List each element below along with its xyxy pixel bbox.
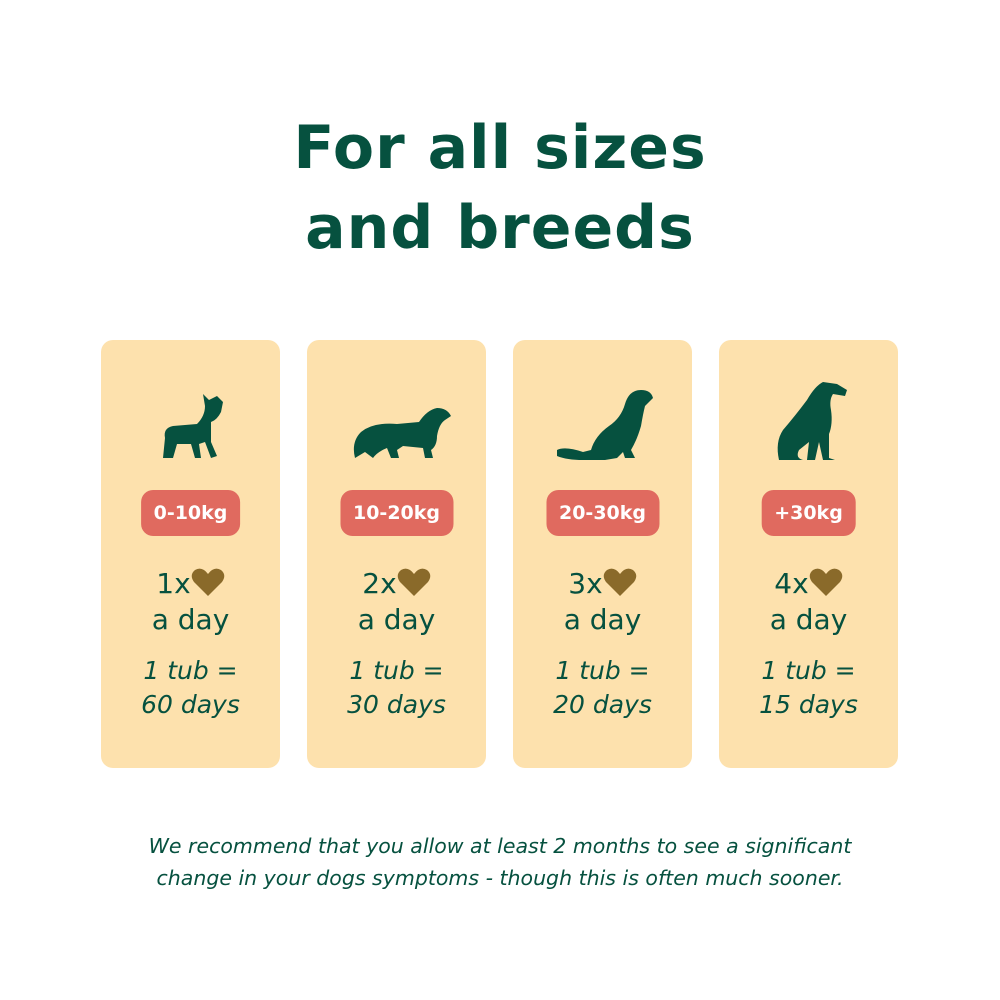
- dose-frequency: a day: [769, 603, 848, 636]
- size-card: 20-30kg 3x a day 1 tub = 20 days: [513, 340, 692, 768]
- size-card: 10-20kg 2x a day 1 tub = 30 days: [307, 340, 486, 768]
- size-card: +30kg 4x a day 1 tub = 15 days: [719, 340, 898, 768]
- dose-frequency: a day: [151, 603, 230, 636]
- daily-dose: 4x a day: [719, 566, 898, 638]
- weight-badge: +30kg: [761, 490, 856, 536]
- weight-badge: 20-30kg: [545, 490, 660, 536]
- weight-badge: 0-10kg: [140, 490, 241, 536]
- weight-badge: 10-20kg: [339, 490, 454, 536]
- treat-heart-icon: [603, 568, 636, 596]
- tub-duration: 1 tub = 15 days: [759, 656, 858, 719]
- treat-heart-icon: [397, 568, 430, 596]
- recommendation-note: We recommend that you allow at least 2 m…: [148, 834, 852, 890]
- dog-silhouette-icon: [777, 382, 847, 460]
- dose-count: 1x: [156, 567, 191, 600]
- dose-count: 2x: [362, 567, 397, 600]
- dose-count: 4x: [774, 567, 809, 600]
- tub-duration: 1 tub = 20 days: [553, 656, 652, 719]
- daily-dose: 2x a day: [307, 566, 486, 638]
- dog-silhouette-icon: [557, 390, 653, 460]
- daily-dose: 1x a day: [101, 566, 280, 638]
- tub-duration: 1 tub = 60 days: [141, 656, 240, 719]
- dose-frequency: a day: [357, 603, 436, 636]
- dog-silhouette-icon: [163, 394, 223, 458]
- treat-heart-icon: [809, 568, 842, 596]
- size-card: 0-10kg 1x a day 1 tub = 60 days: [101, 340, 280, 768]
- daily-dose: 3x a day: [513, 566, 692, 638]
- dose-frequency: a day: [563, 603, 642, 636]
- tub-duration: 1 tub = 30 days: [347, 656, 446, 719]
- treat-heart-icon: [191, 568, 224, 596]
- page-title: For all sizes and breeds: [293, 113, 707, 263]
- dose-count: 3x: [568, 567, 603, 600]
- dog-silhouette-icon: [353, 408, 451, 458]
